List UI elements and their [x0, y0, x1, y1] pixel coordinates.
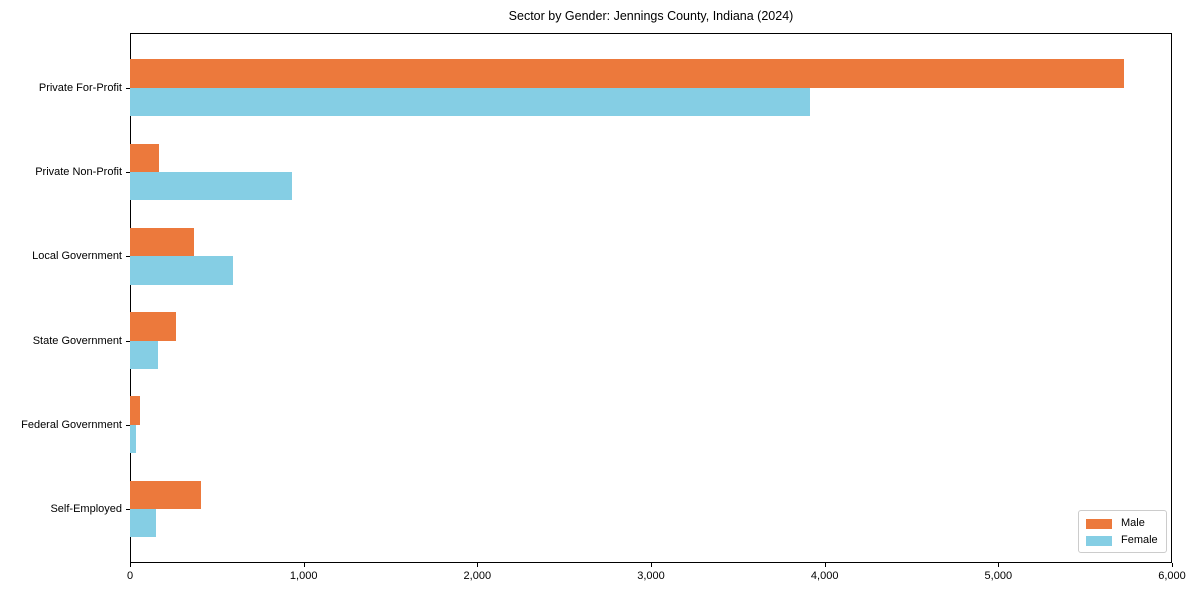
bar-female-self-employed: [130, 509, 157, 538]
y-tick-mark: [126, 509, 130, 511]
legend-row-male: Male: [1086, 516, 1159, 531]
bar-female-local-government: [130, 256, 233, 285]
y-axis-label-federal-government: Federal Government: [21, 418, 122, 431]
legend-row-female: Female: [1086, 533, 1159, 548]
x-tick-label-6-000: 6,000: [1158, 570, 1186, 582]
x-tick-label-3-000: 3,000: [637, 570, 665, 582]
bar-male-state-government: [130, 312, 176, 341]
x-tick-label-2-000: 2,000: [463, 570, 492, 582]
x-tick-mark: [998, 563, 1000, 567]
bar-female-private-for-profit: [130, 87, 810, 117]
legend-male-label: Male: [1121, 517, 1145, 529]
x-tick-mark: [1172, 563, 1173, 567]
x-tick-mark: [651, 563, 652, 567]
y-tick-mark: [126, 87, 130, 89]
y-axis-label-private-for-profit: Private For-Profit: [38, 81, 122, 94]
y-axis-label-private-non-profit: Private Non-Profit: [35, 166, 122, 179]
chart-title: Sector by Gender: Jennings County, India…: [508, 9, 794, 23]
legend-female-label: Female: [1121, 534, 1158, 546]
plot-area: [130, 33, 1172, 563]
y-axis-label-self-employed: Self-Employed: [50, 503, 122, 516]
bar-male-private-for-profit: [130, 59, 1125, 88]
y-axis-label-local-government: Local Government: [32, 250, 122, 263]
x-tick-mark: [824, 563, 826, 567]
bar-male-local-government: [130, 227, 195, 257]
y-tick-mark: [126, 340, 130, 342]
bar-male-federal-government: [130, 396, 141, 425]
legend: Male Female: [1078, 510, 1167, 553]
x-tick-mark: [303, 563, 305, 567]
bar-male-self-employed: [130, 480, 202, 510]
y-tick-mark: [126, 424, 130, 426]
legend-male-swatch: [1086, 518, 1112, 529]
x-tick-label-5-000: 5,000: [984, 570, 1013, 582]
y-tick-mark: [126, 172, 130, 174]
bar-female-state-government: [130, 340, 158, 369]
y-axis-label-state-government: State Government: [32, 334, 122, 347]
x-tick-label-0: 0: [126, 570, 134, 582]
bar-layer: [130, 33, 1172, 563]
bar-male-private-non-profit: [130, 143, 159, 173]
legend-female-swatch: [1086, 535, 1112, 546]
bar-female-private-non-profit: [130, 172, 293, 201]
x-tick-mark: [477, 563, 479, 567]
x-tick-mark: [130, 563, 131, 567]
bar-female-federal-government: [130, 424, 137, 454]
x-tick-label-1-000: 1,000: [289, 570, 318, 582]
x-tick-label-4-000: 4,000: [810, 570, 839, 582]
y-tick-mark: [126, 256, 130, 258]
